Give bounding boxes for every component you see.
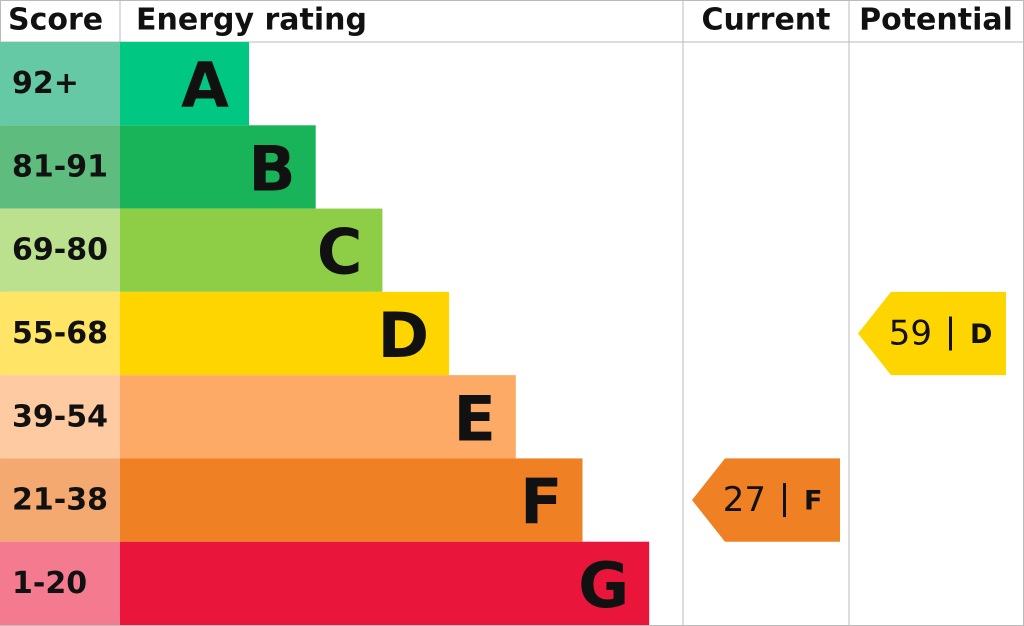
rating-bar bbox=[120, 125, 316, 209]
score-label: 1-20 bbox=[12, 566, 87, 601]
score-label: 21-38 bbox=[12, 483, 108, 518]
rating-letter: C bbox=[317, 216, 363, 289]
score-cell bbox=[0, 541, 120, 625]
current-rating: F bbox=[804, 486, 822, 517]
score-cell bbox=[0, 208, 120, 292]
score-cell bbox=[0, 291, 120, 376]
rating-bar bbox=[120, 458, 583, 542]
current-arrow bbox=[692, 458, 840, 542]
score-label: 81-91 bbox=[12, 149, 108, 184]
rating-letter: A bbox=[181, 49, 229, 122]
score-label: 69-80 bbox=[12, 233, 108, 268]
header-rating: Energy rating bbox=[136, 3, 367, 38]
rating-bar bbox=[120, 375, 516, 459]
rating-letter: F bbox=[520, 466, 562, 539]
score-label: 55-68 bbox=[12, 316, 108, 351]
potential-rating: D bbox=[970, 319, 992, 350]
rating-letter: D bbox=[378, 299, 429, 372]
current-divider bbox=[783, 483, 786, 518]
rating-bar bbox=[120, 541, 650, 625]
rating-bar bbox=[120, 291, 450, 376]
score-cell bbox=[0, 375, 120, 459]
score-cell bbox=[0, 42, 120, 126]
potential-arrow bbox=[858, 291, 1006, 376]
header-potential: Potential bbox=[859, 3, 1013, 38]
rating-letter: B bbox=[248, 132, 295, 205]
score-label: 92+ bbox=[12, 66, 79, 101]
score-label: 39-54 bbox=[12, 399, 108, 434]
header-current: Current bbox=[701, 3, 830, 38]
rating-letter: G bbox=[578, 549, 629, 622]
potential-score: 59 bbox=[889, 314, 932, 354]
rating-bar bbox=[120, 208, 383, 292]
current-score: 27 bbox=[723, 480, 766, 520]
score-cell bbox=[0, 458, 120, 542]
header-score: Score bbox=[8, 3, 103, 38]
score-cell bbox=[0, 125, 120, 209]
rating-letter: E bbox=[453, 382, 495, 455]
potential-divider bbox=[949, 316, 952, 351]
rating-bar bbox=[120, 42, 249, 126]
